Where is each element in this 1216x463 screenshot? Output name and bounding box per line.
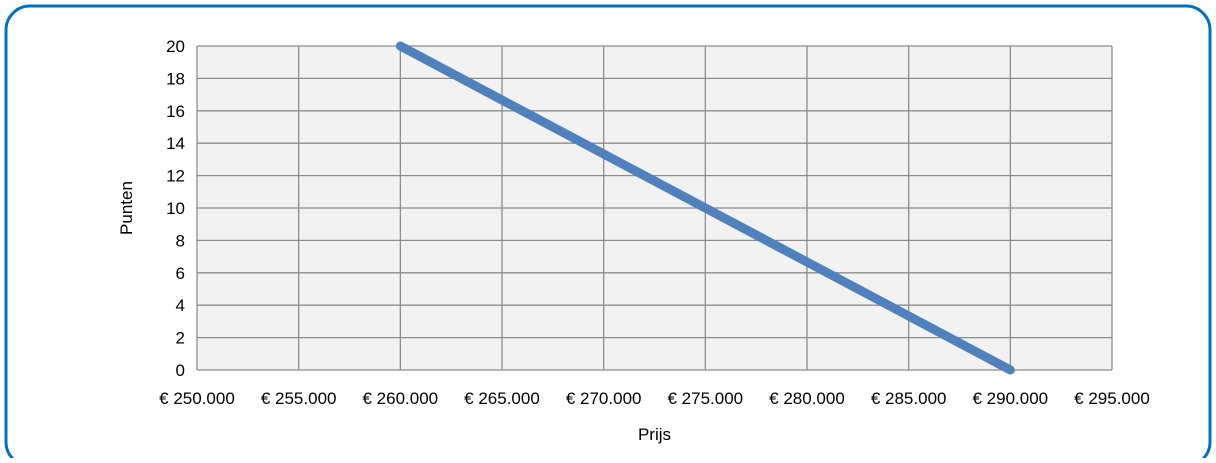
y-tick-label: 2 (176, 329, 185, 348)
chart-container: 0 2 4 6 8 10 12 14 16 18 20 € 250.000 € 255.000 € 26… (4, 4, 1212, 463)
x-tick-label: € 280.000 (769, 389, 845, 408)
x-tick-label: € 250.000 (159, 389, 235, 408)
series-layer (395, 41, 1015, 375)
y-tick-label: 0 (176, 361, 185, 380)
x-tick-label: € 270.000 (566, 389, 642, 408)
x-tick-label: € 265.000 (464, 389, 540, 408)
y-tick-label: 4 (176, 296, 185, 315)
y-tick-label: 8 (176, 231, 185, 250)
series-line (395, 41, 1015, 375)
x-tick-label: € 290.000 (973, 389, 1049, 408)
x-tick-label: € 260.000 (363, 389, 439, 408)
y-tick-label: 6 (176, 264, 185, 283)
y-tick-label: 20 (166, 37, 185, 56)
y-tick-label: 14 (166, 134, 185, 153)
y-tick-label: 10 (166, 199, 185, 218)
x-tick-label: € 275.000 (668, 389, 744, 408)
x-tick-label: € 285.000 (871, 389, 947, 408)
x-axis-label: Prijs (638, 425, 671, 444)
x-tick-label: € 295.000 (1074, 389, 1150, 408)
y-axis-ticks: 0 2 4 6 8 10 12 14 16 18 20 (166, 37, 185, 380)
line-chart: 0 2 4 6 8 10 12 14 16 18 20 € 250.000 € 255.000 € 26… (4, 4, 1212, 463)
y-tick-label: 18 (166, 69, 185, 88)
x-axis-ticks: € 250.000 € 255.000 € 260.000 € 265.000 € 27… (159, 389, 1150, 408)
y-tick-label: 12 (166, 167, 185, 186)
x-tick-label: € 255.000 (261, 389, 337, 408)
y-axis-label: Punten (117, 181, 136, 235)
y-tick-label: 16 (166, 102, 185, 121)
